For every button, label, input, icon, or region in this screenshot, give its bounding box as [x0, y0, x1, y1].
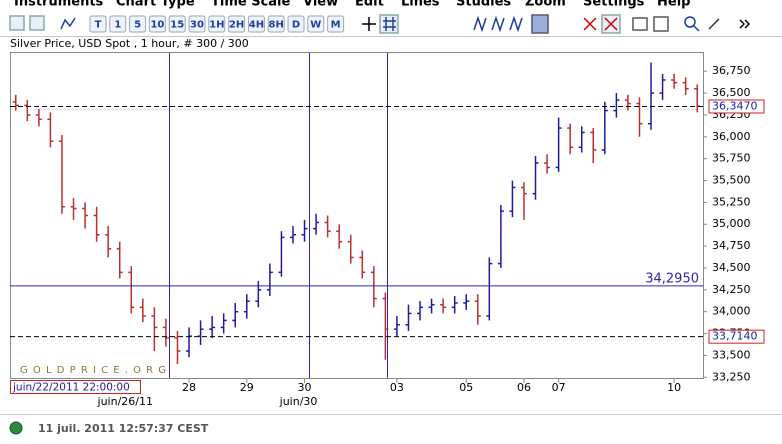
toolbar-button[interactable] [129, 15, 147, 33]
x-tick-label: 28 [182, 381, 196, 394]
watermark: G O L D P R I C E . O R G [20, 365, 167, 376]
reference-label-box [708, 99, 765, 114]
toolbar-button[interactable] [228, 15, 246, 33]
y-tick-label: 35,000 [712, 217, 751, 230]
menu-item[interactable]: Settings [583, 0, 645, 10]
cursor-lines [169, 53, 388, 378]
y-tick-label: 35,750 [712, 152, 751, 165]
x-tick-label: 03 [390, 381, 404, 394]
y-tick-label: 33,250 [712, 370, 751, 383]
x-tick-label: 30 [298, 381, 312, 394]
menu-item[interactable]: Time Scale [211, 0, 291, 10]
reference-label: 33,7140 [712, 330, 758, 343]
toolbar-button-label: 1H [209, 20, 224, 31]
toolbar-button-label: 4H [249, 20, 264, 31]
reference-label: 36,3470 [712, 99, 758, 112]
y-tick-label: 35,500 [712, 174, 751, 187]
toolbar-button[interactable] [287, 15, 305, 33]
toolbar-button[interactable] [188, 15, 206, 33]
menu-item[interactable]: Chart Type [116, 0, 195, 10]
x-tick-label: 29 [240, 381, 254, 394]
menu-item[interactable]: Edit [355, 0, 384, 10]
menu-item[interactable]: Studies [456, 0, 511, 10]
toolbar-icons [9, 14, 751, 34]
ohlc-series [12, 62, 701, 365]
menu-item[interactable]: View [303, 0, 338, 10]
toolbar-button-label: M [331, 20, 341, 31]
toolbar-button-label: 2H [229, 20, 244, 31]
toolbar-button-label: W [310, 20, 321, 31]
toolbar-button[interactable] [168, 15, 186, 33]
x-tick-label: 05 [459, 381, 473, 394]
menu-item[interactable]: Help [657, 0, 690, 10]
toolbar-button[interactable] [109, 15, 127, 33]
x-tick-label: 10 [667, 381, 681, 394]
toolbar-button-label: 1 [114, 20, 121, 31]
reference-label: 34,2950 [645, 271, 699, 286]
toolbar-button-label: 5 [134, 20, 141, 31]
cursor-label: juin/22/2011 22:00:00 [12, 382, 130, 394]
toolbar-button[interactable] [247, 15, 265, 33]
y-tick-label: 36,500 [712, 86, 751, 99]
cursor-label-box [10, 380, 141, 394]
toolbar-button[interactable] [307, 15, 325, 33]
status-time: 11 juil. 2011 12:57:37 CEST [38, 422, 209, 435]
menu-item[interactable]: Zoom [525, 0, 566, 10]
toolbar-button-label: 30 [190, 20, 204, 31]
y-tick-label: 34,250 [712, 283, 751, 296]
toolbar-button[interactable] [89, 15, 107, 33]
toolbar-button[interactable] [267, 15, 285, 33]
toolbar-button-label: 10 [150, 20, 164, 31]
x-tick-label: 07 [552, 381, 566, 394]
status-indicator [9, 421, 23, 435]
x-tick-label: 06 [517, 381, 531, 394]
menu-item[interactable]: Lines [401, 0, 440, 10]
toolbar-button-label: 8H [269, 20, 284, 31]
y-tick-label: 34,750 [712, 239, 751, 252]
x-tick-label-secondary: juin/26/11 [97, 395, 153, 408]
y-tick-label: 35,250 [712, 195, 751, 208]
toolbar-button-label: D [292, 20, 300, 31]
menu-item[interactable]: Instruments [14, 0, 104, 10]
toolbar-button-label: T [95, 20, 102, 31]
y-tick-label: 34,000 [712, 305, 751, 318]
toolbar-button-label: 15 [170, 20, 184, 31]
toolbar-button[interactable] [327, 15, 345, 33]
x-tick-label-secondary: juin/30 [279, 395, 318, 408]
y-tick-label: 36,000 [712, 130, 751, 143]
y-tick-label: 36,750 [712, 64, 751, 77]
y-tick-label: 34,500 [712, 261, 751, 274]
plot-frame [10, 52, 704, 379]
chart-title: Silver Price, USD Spot , 1 hour, # 300 /… [10, 37, 249, 50]
reference-label-box [708, 329, 765, 344]
y-tick-label: 33,500 [712, 348, 751, 361]
toolbar-button[interactable] [208, 15, 226, 33]
toolbar-button[interactable] [148, 15, 166, 33]
